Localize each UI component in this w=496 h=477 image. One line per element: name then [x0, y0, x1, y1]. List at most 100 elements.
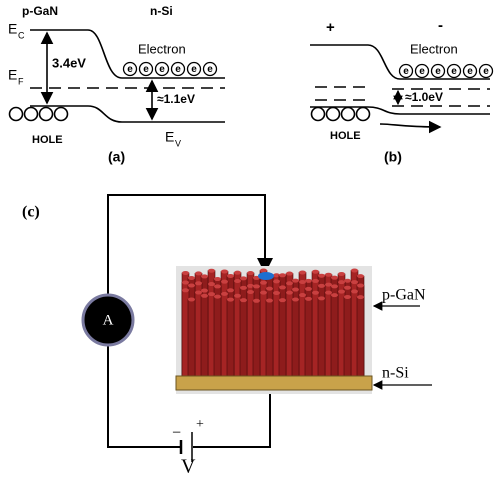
nanowire-tip: [292, 279, 299, 283]
nanowire: [318, 298, 325, 378]
figure: p-GaN n-Si E C E F E V 3.4eV ≈1.1eV Elec…: [0, 0, 496, 477]
nanowire-tip: [286, 291, 293, 295]
electron-symbol: e: [435, 66, 441, 77]
substrate: [176, 376, 372, 390]
nanowire-tip: [331, 284, 338, 288]
nanowire-tip: [299, 280, 306, 284]
panel-label: (b): [384, 149, 402, 165]
nanowire: [279, 300, 286, 378]
electron-label: Electron: [138, 41, 186, 56]
ef-symbol: E: [8, 67, 17, 83]
nanowire-tip: [227, 298, 234, 302]
nanowire-tip: [292, 288, 299, 292]
battery-positive: +: [196, 417, 204, 432]
voltage-label: V: [181, 456, 196, 477]
nanowire-tip: [247, 271, 254, 275]
nanowire-tip: [318, 274, 325, 278]
nanowire-tip: [344, 295, 351, 299]
nanowire-tip: [351, 268, 358, 272]
nanowire-tip: [312, 291, 319, 295]
nanowire: [253, 301, 260, 378]
nanowire-tip: [299, 293, 306, 297]
battery-negative: −: [172, 425, 181, 442]
panel-label: (a): [108, 149, 125, 165]
hole-flow-arrow: [380, 124, 440, 127]
nanowire: [188, 299, 195, 378]
electron-label: Electron: [410, 41, 458, 56]
nanowire-tip: [240, 298, 247, 302]
nanowire-tip: [312, 270, 319, 274]
top-contact: [258, 272, 274, 280]
nanowire-tip: [234, 279, 241, 283]
nanowire-tip: [214, 284, 221, 288]
ef-subscript: F: [18, 76, 24, 86]
nanowire: [227, 300, 234, 378]
hole: [40, 108, 53, 121]
quasi-fermi-level: [315, 100, 490, 106]
nanowire-tip: [182, 288, 189, 292]
electron-symbol: e: [175, 64, 181, 75]
nanowire-tip: [201, 289, 208, 293]
nanowire-tip: [260, 268, 267, 272]
electron-symbol: e: [127, 64, 133, 75]
p-side-label: p-GaN: [22, 4, 58, 18]
wire: [193, 392, 270, 447]
panel-b: [310, 45, 490, 127]
nanowire-tip: [195, 271, 202, 275]
nanowire-tip: [325, 283, 332, 287]
nanowire-tip: [351, 280, 358, 284]
ev-subscript: V: [175, 138, 181, 148]
nanowire-tip: [208, 282, 215, 286]
barrier: ≈1.1eV: [157, 92, 195, 106]
electron-symbol: e: [451, 66, 457, 77]
nanowire-tip: [188, 297, 195, 301]
nanowire: [201, 296, 208, 378]
nanowire-tip: [182, 271, 189, 275]
ec-subscript: C: [18, 30, 25, 40]
nanowire-tip: [221, 269, 228, 273]
nanowire-tip: [325, 273, 332, 277]
hole: [357, 108, 370, 121]
nanowire-tip: [221, 280, 228, 284]
electron-symbol: e: [483, 66, 489, 77]
nanowire-tip: [279, 273, 286, 277]
nanowire: [305, 299, 312, 378]
nanowire-tip: [318, 296, 325, 300]
nanowire-array: [182, 268, 364, 378]
quasi-fermi-level: [315, 87, 490, 89]
nanowire-tip: [201, 274, 208, 278]
hole: [10, 108, 23, 121]
hole: [55, 108, 68, 121]
hole: [327, 108, 340, 121]
nanowire-tip: [338, 290, 345, 294]
nanowire-tip: [357, 295, 364, 299]
electron-symbol: e: [419, 66, 425, 77]
nanowire-tip: [195, 281, 202, 285]
nanowire-tip: [279, 285, 286, 289]
ammeter-label: A: [103, 312, 114, 328]
nanowire: [266, 301, 273, 378]
nanowire: [344, 297, 351, 378]
nanowire-tip: [305, 287, 312, 291]
nanowire-tip: [253, 284, 260, 288]
nanowire: [240, 300, 247, 378]
nanowire-tip: [357, 274, 364, 278]
nanowire-tip: [188, 276, 195, 280]
panel-label: (c): [22, 204, 40, 221]
nanowire-tip: [253, 299, 260, 303]
hole-label: HOLE: [330, 130, 361, 142]
nanowire-tip: [318, 284, 325, 288]
nanowire-tip: [357, 284, 364, 288]
electron-symbol: e: [159, 64, 165, 75]
nanowire-tip: [273, 291, 280, 295]
nanowire-tip: [266, 287, 273, 291]
barrier: ≈1.0eV: [405, 90, 443, 104]
nanowire-tip: [188, 283, 195, 287]
nanowire-tip: [208, 269, 215, 273]
nanowire-tip: [331, 293, 338, 297]
nanowire-tip: [312, 279, 319, 283]
nanowire-tip: [279, 298, 286, 302]
electron-symbol: e: [467, 66, 473, 77]
hole: [342, 108, 355, 121]
electron-symbol: e: [403, 66, 409, 77]
